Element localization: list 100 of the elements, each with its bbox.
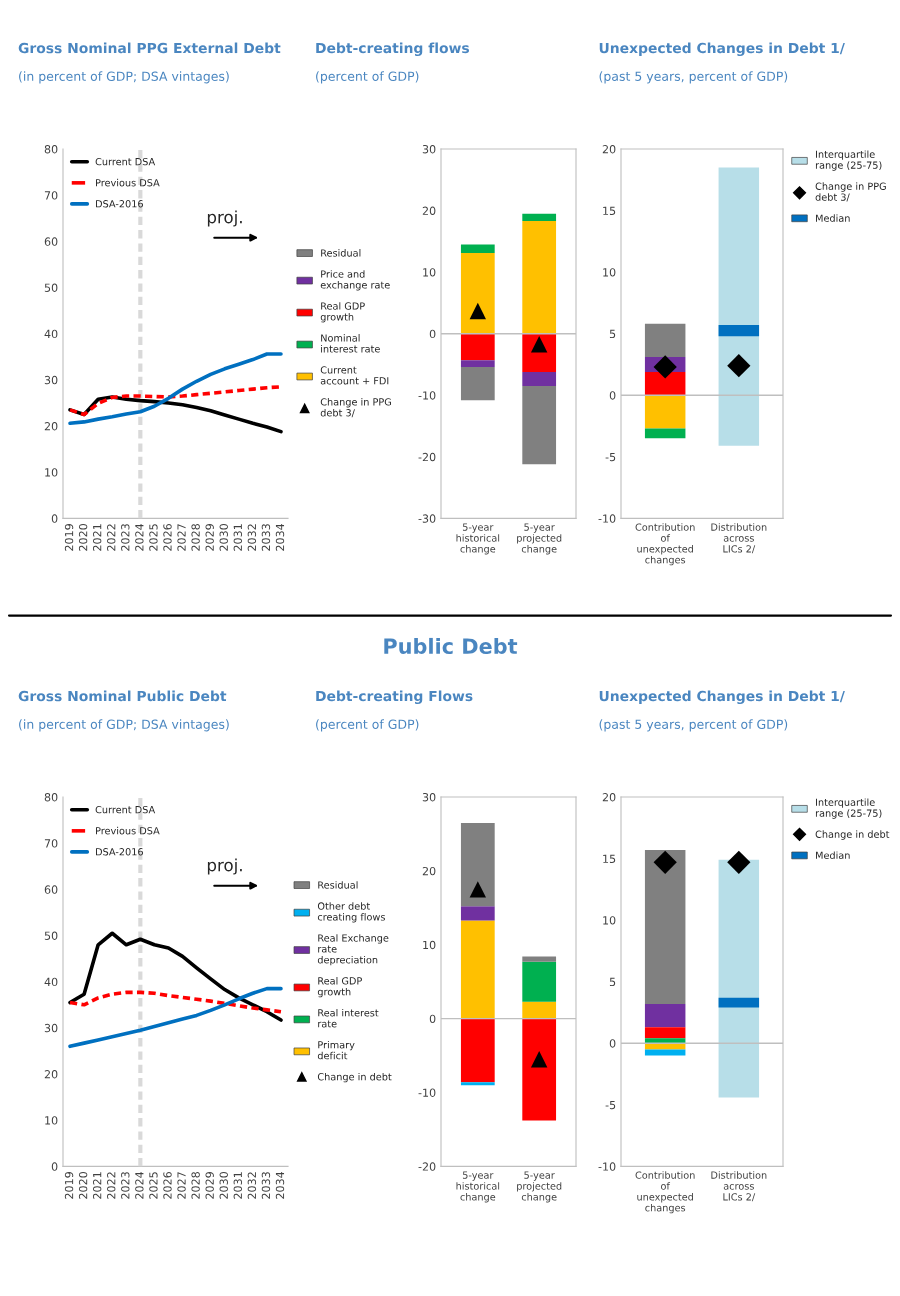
chart-subtitle: (past 5 years, percent of GDP) xyxy=(599,71,788,84)
chart-title: Unexpected Changes in Debt 1/ xyxy=(599,42,845,57)
bar xyxy=(522,386,557,465)
legend-label: Real Exchange rate depreciation xyxy=(317,934,389,966)
y-tick-label: 0 xyxy=(609,1039,616,1048)
x-tick-label: 2019 xyxy=(64,524,74,551)
x-tick-label: 2031 xyxy=(233,524,243,551)
line-series xyxy=(68,931,283,1022)
x-tick-label: 2031 xyxy=(233,1172,243,1199)
text: Public Debt xyxy=(384,637,518,655)
x-tick-label: 2024 xyxy=(135,1171,144,1199)
x-tick-label: 2028 xyxy=(191,1172,200,1199)
legend-label: Interquartile range (25-75) xyxy=(815,150,882,171)
y-tick-label: 70 xyxy=(44,839,58,848)
legend-label: Other debt creating flows xyxy=(317,902,385,923)
x-tick-label: 2034 xyxy=(275,523,285,551)
chart-title: Unexpected Changes in Debt 1/ xyxy=(599,690,845,705)
x-tick-label: Distribution across LICs 2/ xyxy=(711,523,767,554)
y-tick-label: 60 xyxy=(44,885,58,894)
bar xyxy=(460,1018,495,1083)
x-tick-label: 2021 xyxy=(92,524,102,551)
x-tick-label: 2027 xyxy=(177,524,186,551)
annotation: proj. xyxy=(207,210,242,227)
bar xyxy=(460,244,495,254)
x-tick-label: 2021 xyxy=(92,1172,102,1199)
chart-subtitle: (past 5 years, percent of GDP) xyxy=(599,719,788,732)
x-tick-label: 5-year projected change xyxy=(517,1171,562,1203)
y-tick-label: 10 xyxy=(603,916,616,925)
y-tick-label: 10 xyxy=(423,940,436,950)
x-tick-label: 2033 xyxy=(261,1172,271,1199)
legend-label: Change in debt xyxy=(317,1072,392,1083)
x-tick-label: 2032 xyxy=(247,1172,257,1199)
y-tick-label: -5 xyxy=(605,1100,616,1110)
legend-label: Current DSA xyxy=(95,805,156,814)
x-tick-label: 2032 xyxy=(247,524,257,551)
bar xyxy=(522,956,557,962)
legend-label: Change in PPG debt 3/ xyxy=(320,398,391,418)
x-tick-label: 5-year projected change xyxy=(517,523,562,555)
legend-label: Real GDP growth xyxy=(317,977,362,998)
x-tick-label: Contribution of unexpected changes xyxy=(635,523,695,566)
y-tick-label: 20 xyxy=(602,145,616,154)
legend-label: Primary deficit xyxy=(317,1040,355,1060)
bar xyxy=(460,366,495,401)
bar xyxy=(522,213,557,222)
bar xyxy=(460,822,495,907)
y-tick-label: 0 xyxy=(429,329,436,339)
legend-label: Interquartile range (25-75) xyxy=(815,798,882,819)
y-tick-label: -10 xyxy=(418,1088,436,1097)
legend-label: Median xyxy=(816,851,850,859)
chart-subtitle: (percent of GDP) xyxy=(316,71,419,84)
x-tick-label: 2023 xyxy=(121,1172,130,1199)
y-tick-label: 0 xyxy=(429,1014,436,1024)
line-series xyxy=(68,986,283,1049)
x-tick-label: 2030 xyxy=(219,1172,228,1199)
y-tick-label: 0 xyxy=(51,514,58,523)
legend-label: Previous DSA xyxy=(96,178,160,187)
legend-label: Change in debt xyxy=(815,830,890,840)
y-tick-label: -10 xyxy=(598,1162,616,1171)
x-tick-label: 2019 xyxy=(64,1172,74,1199)
legend-label: Real GDP growth xyxy=(320,302,365,323)
y-tick-label: 20 xyxy=(44,1070,58,1079)
y-tick-label: -5 xyxy=(605,452,616,462)
y-tick-label: 60 xyxy=(44,237,58,246)
legend-label: Change in PPG debt 3/ xyxy=(815,182,886,202)
legend-label: Nominal interest rate xyxy=(321,334,380,353)
bar xyxy=(522,1018,557,1121)
x-tick-label: 2029 xyxy=(205,1172,214,1199)
x-tick-label: 2024 xyxy=(135,523,144,551)
chart-title: Gross Nominal Public Debt xyxy=(18,690,227,702)
y-tick-label: 10 xyxy=(45,1116,58,1125)
y-tick-label: 20 xyxy=(602,793,616,802)
chart-subtitle: (in percent of GDP; DSA vintages) xyxy=(19,71,229,84)
x-tick-label: 2020 xyxy=(78,524,88,551)
x-tick-label: 5-year historical change xyxy=(456,1171,500,1203)
y-tick-label: 30 xyxy=(44,375,58,385)
x-tick-label: 2029 xyxy=(205,524,214,551)
legend-label: DSA-2016 xyxy=(96,848,143,856)
x-tick-label: 2028 xyxy=(191,524,200,551)
y-tick-label: 70 xyxy=(44,191,58,200)
x-tick-label: 2020 xyxy=(78,1172,88,1199)
bar xyxy=(522,221,557,334)
y-tick-label: 40 xyxy=(44,329,58,339)
x-tick-label: Distribution across LICs 2/ xyxy=(711,1171,767,1202)
x-tick-label: 2026 xyxy=(163,1171,172,1199)
annotation: proj. xyxy=(207,858,242,875)
y-tick-label: 15 xyxy=(603,854,616,863)
y-tick-label: -10 xyxy=(418,391,436,400)
line-series xyxy=(68,990,283,1014)
y-tick-label: 20 xyxy=(422,206,436,215)
bar xyxy=(460,920,495,1019)
bar xyxy=(460,253,495,334)
x-tick-label: 2026 xyxy=(163,523,172,551)
x-tick-label: 2022 xyxy=(107,1172,116,1199)
chart-title: Debt-creating flows xyxy=(316,42,470,57)
y-tick-label: -20 xyxy=(418,1162,436,1171)
y-tick-label: 5 xyxy=(609,977,616,987)
chart-title: Gross Nominal PPG External Debt xyxy=(18,42,281,54)
x-tick-label: 5-year historical change xyxy=(456,523,500,555)
x-tick-label: 2027 xyxy=(177,1172,186,1199)
bar xyxy=(522,371,557,387)
